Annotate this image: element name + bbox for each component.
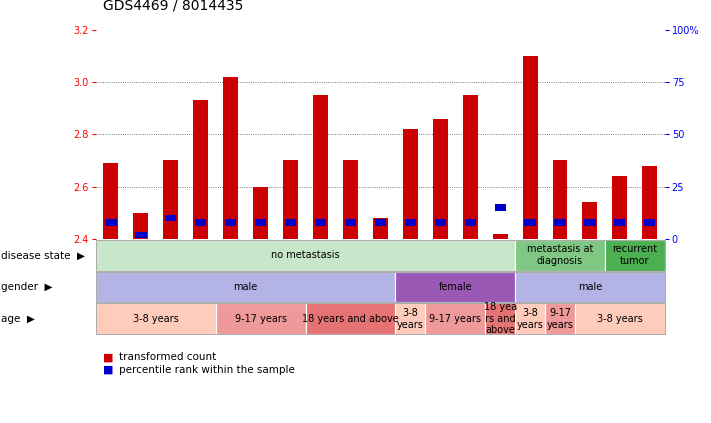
Text: male: male: [578, 282, 602, 292]
Bar: [434, 219, 446, 225]
Bar: [523, 56, 538, 239]
Text: female: female: [439, 282, 472, 292]
Bar: [313, 95, 328, 239]
Bar: [223, 77, 238, 239]
Bar: [582, 202, 597, 239]
Text: 18 years and above: 18 years and above: [302, 314, 399, 324]
Bar: [253, 187, 268, 239]
Text: recurrent
tumor: recurrent tumor: [612, 244, 658, 266]
Bar: [105, 219, 117, 225]
Bar: [135, 231, 146, 238]
Text: 9-17 years: 9-17 years: [235, 314, 287, 324]
Text: ■: ■: [103, 352, 114, 363]
Bar: [345, 219, 356, 225]
Text: no metastasis: no metastasis: [271, 250, 340, 260]
Text: metastasis at
diagnosis: metastasis at diagnosis: [527, 244, 593, 266]
Text: male: male: [233, 282, 258, 292]
Bar: [584, 219, 596, 225]
Text: 18 yea
rs and
above: 18 yea rs and above: [483, 302, 517, 335]
Bar: [315, 219, 326, 225]
Bar: [612, 176, 627, 239]
Text: disease state  ▶: disease state ▶: [1, 250, 85, 260]
Text: age  ▶: age ▶: [1, 314, 35, 324]
Bar: [463, 95, 478, 239]
Bar: [373, 218, 388, 239]
Bar: [403, 129, 418, 239]
Text: 3-8
years: 3-8 years: [517, 308, 543, 330]
Bar: [525, 219, 535, 225]
Bar: [644, 219, 656, 225]
Text: 3-8
years: 3-8 years: [397, 308, 424, 330]
Text: 9-17
years: 9-17 years: [547, 308, 574, 330]
Bar: [285, 219, 296, 225]
Bar: [642, 166, 657, 239]
Text: 3-8 years: 3-8 years: [133, 314, 178, 324]
Bar: [195, 219, 206, 225]
Bar: [375, 219, 386, 225]
Bar: [405, 219, 416, 225]
Bar: [495, 204, 506, 211]
Bar: [555, 219, 566, 225]
Bar: [255, 219, 266, 225]
Text: percentile rank within the sample: percentile rank within the sample: [119, 365, 294, 375]
Bar: [552, 160, 567, 239]
Bar: [193, 100, 208, 239]
Bar: [433, 118, 448, 239]
Text: 3-8 years: 3-8 years: [597, 314, 643, 324]
Bar: [165, 215, 176, 221]
Text: 9-17 years: 9-17 years: [429, 314, 481, 324]
Bar: [283, 160, 298, 239]
Text: gender  ▶: gender ▶: [1, 282, 52, 292]
Bar: [343, 160, 358, 239]
Bar: [493, 234, 508, 239]
Text: transformed count: transformed count: [119, 352, 216, 363]
Bar: [614, 219, 626, 225]
Bar: [225, 219, 236, 225]
Bar: [104, 163, 119, 239]
Bar: [134, 213, 149, 239]
Bar: [464, 219, 476, 225]
Bar: [164, 160, 178, 239]
Text: ■: ■: [103, 365, 114, 375]
Text: GDS4469 / 8014435: GDS4469 / 8014435: [103, 0, 243, 13]
